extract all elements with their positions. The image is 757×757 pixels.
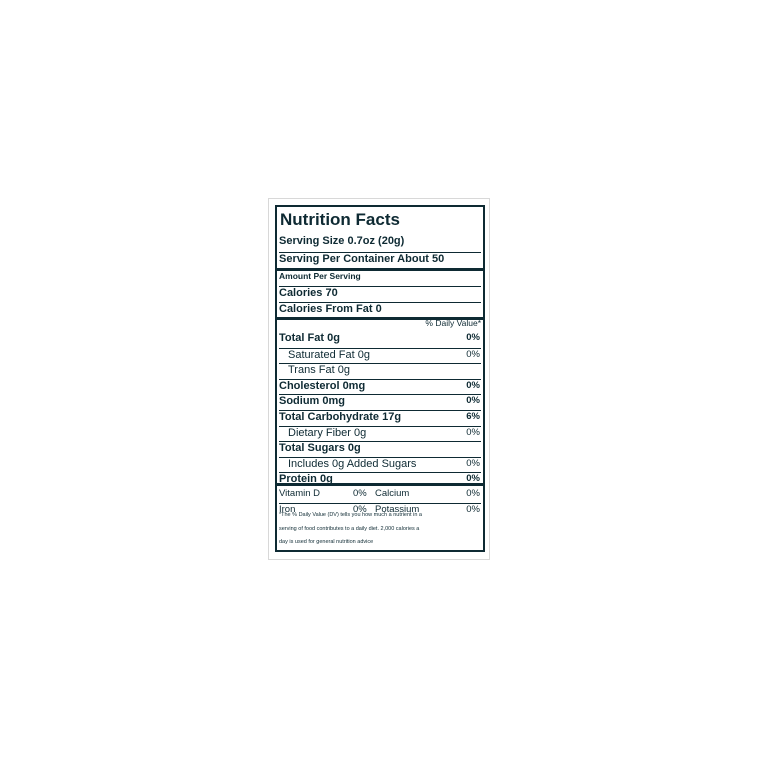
nutrient-label: Protein 0g [279,473,333,486]
mineral-dv: 0% [466,504,480,515]
nutrient-dv: 0% [466,348,480,360]
nutrient-dv: 0% [466,457,480,469]
calories: Calories 70 [279,286,481,299]
footnote: *The % Daily Value (DV) tells you how mu… [279,509,481,550]
footnote-line: serving of food contributes to a daily d… [279,525,420,532]
label-title: Nutrition Facts [280,210,400,229]
nutrient-label: Saturated Fat 0g [288,348,370,361]
image-frame [268,198,490,560]
calories-from-fat: Calories From Fat 0 [279,302,481,315]
servings-per-container: Serving Per Container About 50 [279,252,481,265]
nutrient-row: Trans Fat 0g [279,363,481,376]
vitamin-row: Vitamin D 0% Calcium 0% [279,488,481,499]
nutrient-dv: 0% [466,379,480,391]
amount-per-serving: Amount Per Serving [279,271,361,281]
nutrient-dv: 0% [466,395,480,407]
nutrient-label: Total Fat 0g [279,332,340,344]
nutrient-row: Total Fat 0g 0% [279,332,481,344]
nutrient-row: Total Sugars 0g [279,441,481,454]
nutrient-row: Protein 0g 0% [279,472,481,485]
nutrient-dv: 0% [466,426,480,438]
nutrient-label: Total Sugars 0g [279,442,361,455]
nutrient-dv: 6% [466,411,480,422]
divider [277,483,483,486]
mineral-dv: 0% [466,488,480,499]
mineral-label: Potassium [375,504,420,515]
nutrient-row: Cholesterol 0mg 0% [279,378,481,392]
nutrient-label: Total Carbohydrate 17g [279,411,402,423]
nutrient-label: Cholesterol 0mg [279,379,366,392]
mineral-label: Calcium [375,488,410,499]
nutrient-row: Sodium 0mg 0% [279,394,481,407]
footnote-line: day is used for general nutrition advice [279,539,374,545]
vitamin-label: Iron [279,504,296,515]
vitamin-dv: 0% [353,504,367,515]
vitamin-label: Vitamin D [279,488,321,499]
nutrient-label: Includes 0g Added Sugars [288,457,417,470]
nutrient-row: Saturated Fat 0g 0% [279,347,481,361]
nutrient-row: Includes 0g Added Sugars 0% [279,456,481,470]
vitamin-dv: 0% [353,488,367,499]
nutrient-dv: 0% [466,332,480,343]
nutrient-label: Trans Fat 0g [288,364,350,377]
daily-value-header: % Daily Value* [425,318,481,328]
nutrition-label: Nutrition Facts Serving Size 0.7oz (20g)… [275,205,485,552]
nutrient-label: Sodium 0mg [279,395,346,408]
nutrient-dv: 0% [466,473,480,485]
vitamin-row: Iron 0% Potassium 0% [279,503,481,515]
divider [277,268,483,271]
nutrient-row: Total Carbohydrate 17g 6% [279,410,481,423]
serving-size: Serving Size 0.7oz (20g) [279,235,405,247]
footnote-line: *The % Daily Value (DV) tells you how mu… [279,512,422,518]
nutrient-row: Dietary Fiber 0g 0% [279,425,481,439]
divider [277,317,483,320]
nutrient-label: Dietary Fiber 0g [288,426,367,439]
